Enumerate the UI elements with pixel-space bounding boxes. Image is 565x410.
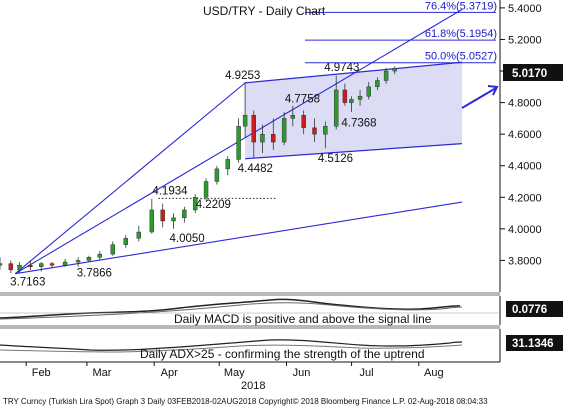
candle-body-22: [242, 115, 248, 127]
candle-body-27: [290, 115, 296, 119]
candle-body-10: [110, 244, 115, 255]
candle-body-9: [97, 253, 102, 258]
candle-body-8: [86, 257, 92, 261]
candle-body-35: [366, 86, 371, 97]
x-tick-label-3: May: [224, 367, 245, 379]
panel-separator-1: [0, 292, 500, 296]
y-tick-label-1: 4.0000: [508, 224, 542, 236]
fib-label-1: 61.8%(5.1954): [425, 28, 497, 40]
annotation-label-0: 3.7163: [10, 277, 45, 289]
y-tick-label-2: 4.2000: [508, 192, 542, 204]
adx-note: Daily ADX>25 - confirming the strength o…: [140, 347, 425, 361]
candle-body-19: [214, 168, 220, 182]
last-value-label: 5.0170: [512, 68, 547, 80]
x-tick-label-2: Apr: [161, 367, 178, 379]
y-tick-label-8: 5.4000: [508, 3, 542, 15]
macd-note: Daily MACD is positive and above the sig…: [174, 312, 432, 326]
adx-line: [0, 339, 463, 351]
candle-body-2: [17, 264, 22, 271]
annotation-label-9: 4.9743: [324, 62, 359, 74]
x-year-label: 2018: [241, 380, 265, 392]
annotation-label-6: 4.4482: [238, 163, 273, 175]
annotation-label-3: 4.0050: [170, 233, 205, 245]
trendline-1: [14, 82, 246, 275]
last-value-box: [503, 64, 563, 81]
annotations-layer: 3.7163 3.7866 4.1934 4.0050 4.2209 4.9253 4.44…: [10, 62, 376, 289]
x-tick-label-0: Feb: [32, 367, 51, 379]
candle-body-28: [301, 115, 306, 129]
trendline-2: [15, 201, 463, 275]
candle-body-36: [375, 80, 380, 88]
candle-body-26: [281, 118, 287, 143]
x-ticks-layer: Feb Mar Apr May Jun Jul Aug: [25, 362, 444, 379]
x-tick-label-1: Mar: [92, 367, 111, 379]
candle-body-23: [251, 115, 256, 143]
annotation-label-7: 4.7758: [285, 93, 320, 105]
macd-signal-line: [0, 302, 463, 320]
y-tick-label-5: 4.8000: [508, 98, 542, 110]
candle-body-6: [62, 261, 68, 266]
channel-lower-line: [245, 143, 463, 160]
macd-value-label: 0.0776: [512, 304, 547, 316]
candle-body-1: [8, 263, 14, 271]
candle-body-14: [160, 209, 165, 222]
candle-body-15: [171, 217, 176, 222]
y-tick-label-7: 5.2000: [508, 34, 542, 46]
adx-value-label: 31.1346: [512, 338, 554, 350]
y-tick-label-4: 4.6000: [508, 129, 542, 141]
trend-arrow: [461, 87, 497, 109]
candles-layer: [0, 66, 397, 274]
candle-body-5: [49, 263, 55, 266]
candle-body-12: [136, 231, 142, 239]
candle-body-0: [0, 263, 3, 266]
macd-value-box: [506, 301, 563, 317]
candle-body-7: [75, 260, 81, 263]
y-ticks-layer: 3.80004.00004.20004.40004.60004.80005.00…: [500, 3, 542, 267]
fib-label-2: 76.4%(5.3719): [425, 0, 497, 12]
y-tick-label-3: 4.4000: [508, 161, 542, 173]
candle-body-11: [123, 238, 129, 245]
footer-text: TRY Curncy (Turkish Lira Spot) Graph 3 D…: [3, 397, 488, 406]
dmi-line: [0, 344, 463, 353]
fib-label-0: 50.0%(5.0527): [425, 51, 497, 63]
annotation-label-5: 4.9253: [225, 70, 260, 82]
annotation-label-1: 3.7866: [77, 268, 112, 280]
candle-body-38: [392, 68, 397, 72]
chart-title: USD/TRY - Daily Chart: [203, 4, 326, 18]
trend-arrow-head: [487, 85, 499, 96]
candle-body-3: [28, 264, 33, 267]
candle-body-13: [149, 209, 155, 233]
channel-fill: [245, 62, 462, 159]
annotation-label-2: 4.1934: [152, 185, 188, 197]
candle-body-4: [39, 263, 44, 267]
candle-body-18: [203, 181, 209, 198]
x-tick-label-4: Jun: [293, 367, 311, 379]
candle-body-17: [193, 197, 198, 211]
candle-body-24: [260, 133, 265, 143]
channel-layer: [245, 61, 463, 160]
y-tick-label-0: 3.8000: [508, 255, 542, 267]
candle-body-31: [333, 89, 339, 127]
fibonacci-layer: 50.0%(5.0527) 61.8%(5.1954) 76.4%(5.3719): [305, 0, 497, 64]
x-tick-label-5: Jul: [360, 367, 374, 379]
candle-body-20: [225, 159, 230, 170]
candle-body-29: [312, 127, 317, 135]
panel-separator-2: [0, 325, 500, 329]
candle-body-33: [349, 99, 354, 103]
annotation-label-10: 4.7368: [341, 118, 376, 130]
channel-upper-line: [245, 61, 463, 84]
candle-body-16: [182, 209, 187, 219]
x-tick-label-6: Aug: [424, 367, 444, 379]
candle-body-34: [357, 96, 363, 100]
annotation-label-8: 4.5126: [318, 153, 353, 165]
candle-body-37: [383, 70, 389, 81]
annotation-label-4: 4.2209: [196, 199, 231, 211]
candle-body-25: [271, 133, 276, 143]
candle-body-30: [323, 126, 328, 135]
adx-value-box: [506, 335, 563, 351]
candle-body-32: [342, 89, 348, 103]
candle-body-21: [236, 126, 241, 160]
